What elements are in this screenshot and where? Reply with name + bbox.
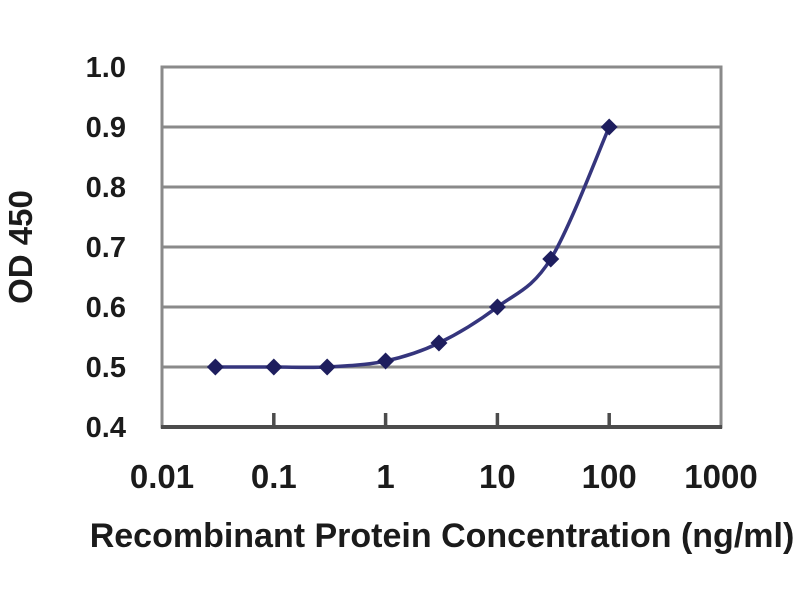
y-tick-label: 0.7	[86, 232, 126, 264]
x-tick-label: 1000	[684, 458, 757, 495]
x-tick-label: 100	[582, 458, 637, 495]
y-tick-label: 0.8	[86, 172, 126, 204]
data-point-marker	[206, 358, 224, 376]
data-series-layer	[206, 118, 618, 376]
data-point-marker	[600, 118, 618, 136]
y-tick-label: 1.0	[86, 52, 126, 84]
tick-labels-layer: 0.4 0.5 0.6 0.7 0.8 0.9 1.0 0.01 0.1 1 10 100 1000	[86, 52, 758, 495]
y-tick-label: 0.5	[86, 352, 126, 384]
y-tick-label: 0.4	[86, 412, 126, 444]
data-point-marker	[265, 358, 283, 376]
data-point-marker	[488, 298, 506, 316]
data-point-marker	[377, 352, 395, 370]
y-axis-title: OD 450	[2, 190, 39, 304]
y-tick-label: 0.9	[86, 112, 126, 144]
x-tick-label: 10	[479, 458, 516, 495]
axis-ticks-layer	[272, 413, 611, 425]
data-point-marker	[430, 334, 448, 352]
x-tick-label: 0.1	[251, 458, 297, 495]
plot-border-layer	[160, 65, 723, 429]
data-point-marker	[542, 250, 560, 268]
gridlines-layer	[162, 125, 721, 369]
y-tick-label: 0.6	[86, 292, 126, 324]
x-tick-label: 0.01	[130, 458, 194, 495]
x-tick-label: 1	[376, 458, 394, 495]
data-point-marker	[318, 358, 336, 376]
x-axis-title: Recombinant Protein Concentration (ng/ml…	[90, 517, 795, 555]
